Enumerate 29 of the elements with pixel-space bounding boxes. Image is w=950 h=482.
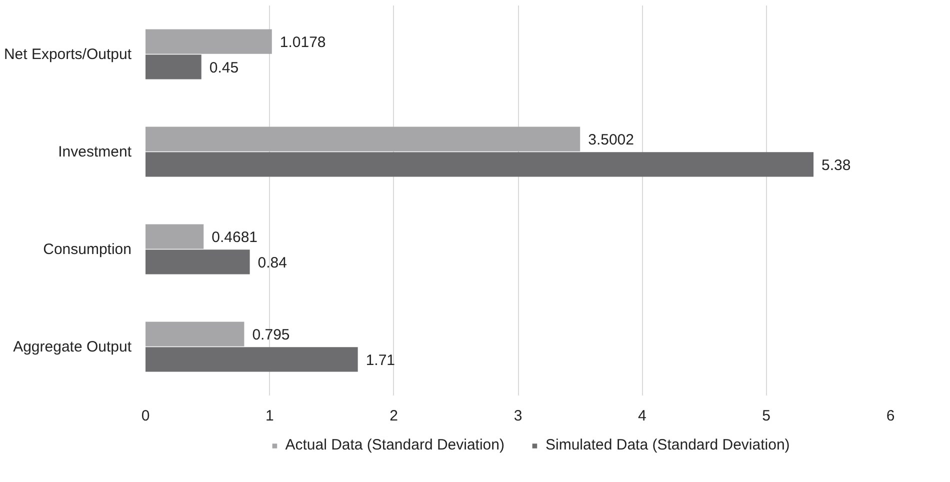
bar [146,126,580,152]
bar [146,29,272,54]
y-tick-label: Consumption [43,240,132,258]
x-tick-label: 4 [638,408,646,424]
data-label: 0.84 [258,254,288,272]
bar [146,54,202,80]
x-tick-label: 2 [390,408,398,424]
bar [146,152,814,177]
bar [146,347,358,372]
data-label: 3.5002 [588,132,634,149]
bar [146,322,244,346]
x-tick-label: 6 [886,408,895,424]
data-label: 5.38 [822,156,851,174]
x-tick-label: 1 [265,408,274,424]
x-tick-label: 5 [762,408,771,424]
data-label: 1.71 [366,352,396,369]
data-label: 0.795 [252,326,290,344]
legend-label: Actual Data (Standard Deviation) [285,436,504,454]
data-label: 1.0178 [280,34,326,52]
data-label: 0.45 [209,59,239,76]
y-tick-label: Investment [58,143,132,160]
y-tick-label: Aggregate Output [13,338,132,356]
legend-label: Simulated Data (Standard Deviation) [545,436,790,454]
x-tick-label: 0 [141,408,150,424]
x-tick-label: 3 [514,408,522,424]
bar [146,224,204,249]
bar [146,250,250,274]
y-tick-label: Net Exports/Output [4,46,132,63]
data-label: 0.4681 [212,229,258,246]
